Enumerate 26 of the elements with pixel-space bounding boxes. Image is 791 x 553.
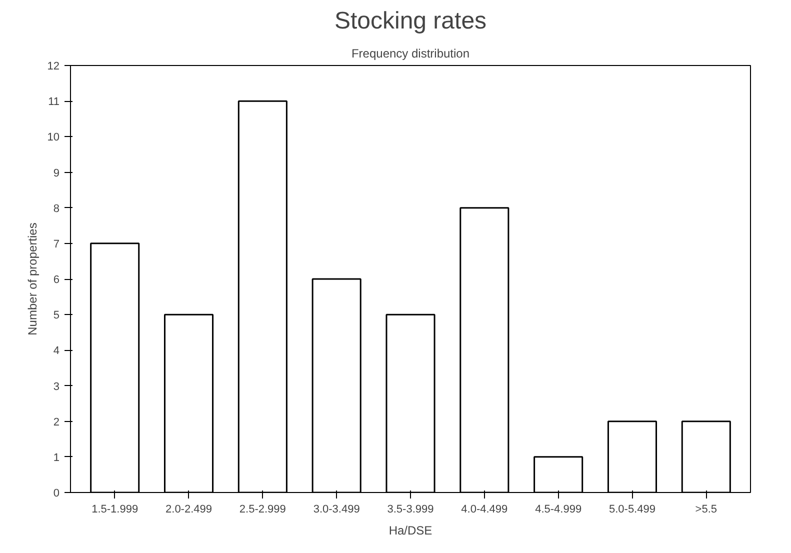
x-tick-label: 2.0-2.499 (166, 504, 212, 516)
x-tick-label: >5.5 (695, 504, 718, 516)
y-tick-label: 2 (53, 416, 60, 428)
x-axis-title: Ha/DSE (388, 524, 432, 538)
x-tick-label: 3.0-3.499 (313, 504, 360, 516)
chart-subtitle: Frequency distribution (351, 46, 470, 60)
x-tick-label: 3.5-3.999 (387, 504, 434, 516)
y-tick-label: 8 (53, 202, 60, 215)
x-tick-label: 2.5-2.999 (239, 504, 286, 516)
y-tick-label: 1 (53, 452, 60, 464)
y-tick-label: 4 (53, 345, 60, 358)
y-tick-label: 6 (53, 274, 60, 286)
y-tick-label: 12 (47, 60, 60, 72)
chart-title: Stocking rates (334, 8, 487, 34)
x-tick-label: 5.0-5.499 (609, 504, 656, 516)
y-tick-label: 5 (53, 310, 60, 322)
y-tick-label: 11 (48, 96, 60, 108)
y-tick-label: 0 (53, 488, 60, 500)
y-axis-title: Number of properties (25, 222, 40, 336)
y-tick-label: 7 (53, 238, 60, 250)
x-tick-label: 1.5-1.999 (92, 504, 138, 516)
x-tick-label: 4.5-4.999 (535, 504, 582, 516)
y-tick-label: 9 (53, 167, 60, 180)
y-tick-label: 10 (47, 132, 60, 144)
x-tick-label: 4.0-4.499 (461, 504, 508, 516)
y-tick-label: 3 (53, 380, 60, 393)
